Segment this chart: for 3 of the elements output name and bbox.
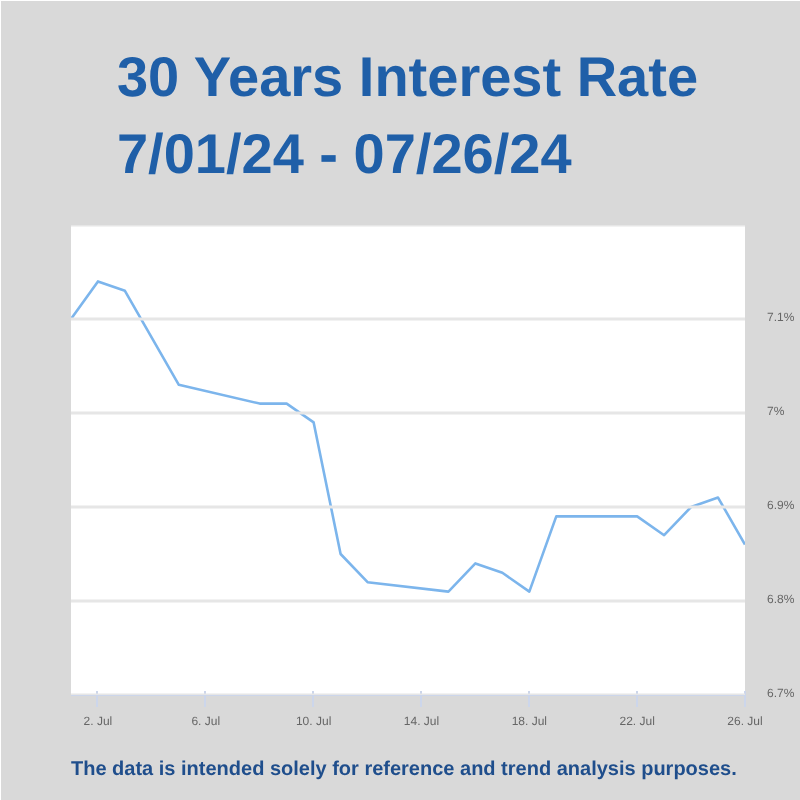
line-series: [71, 280, 745, 593]
chart-title: 30 Years Interest Rate 7/01/24 - 07/26/24: [116, 45, 699, 185]
text: The data is intended solely for reference and trend analysis purposes.: [71, 759, 738, 781]
